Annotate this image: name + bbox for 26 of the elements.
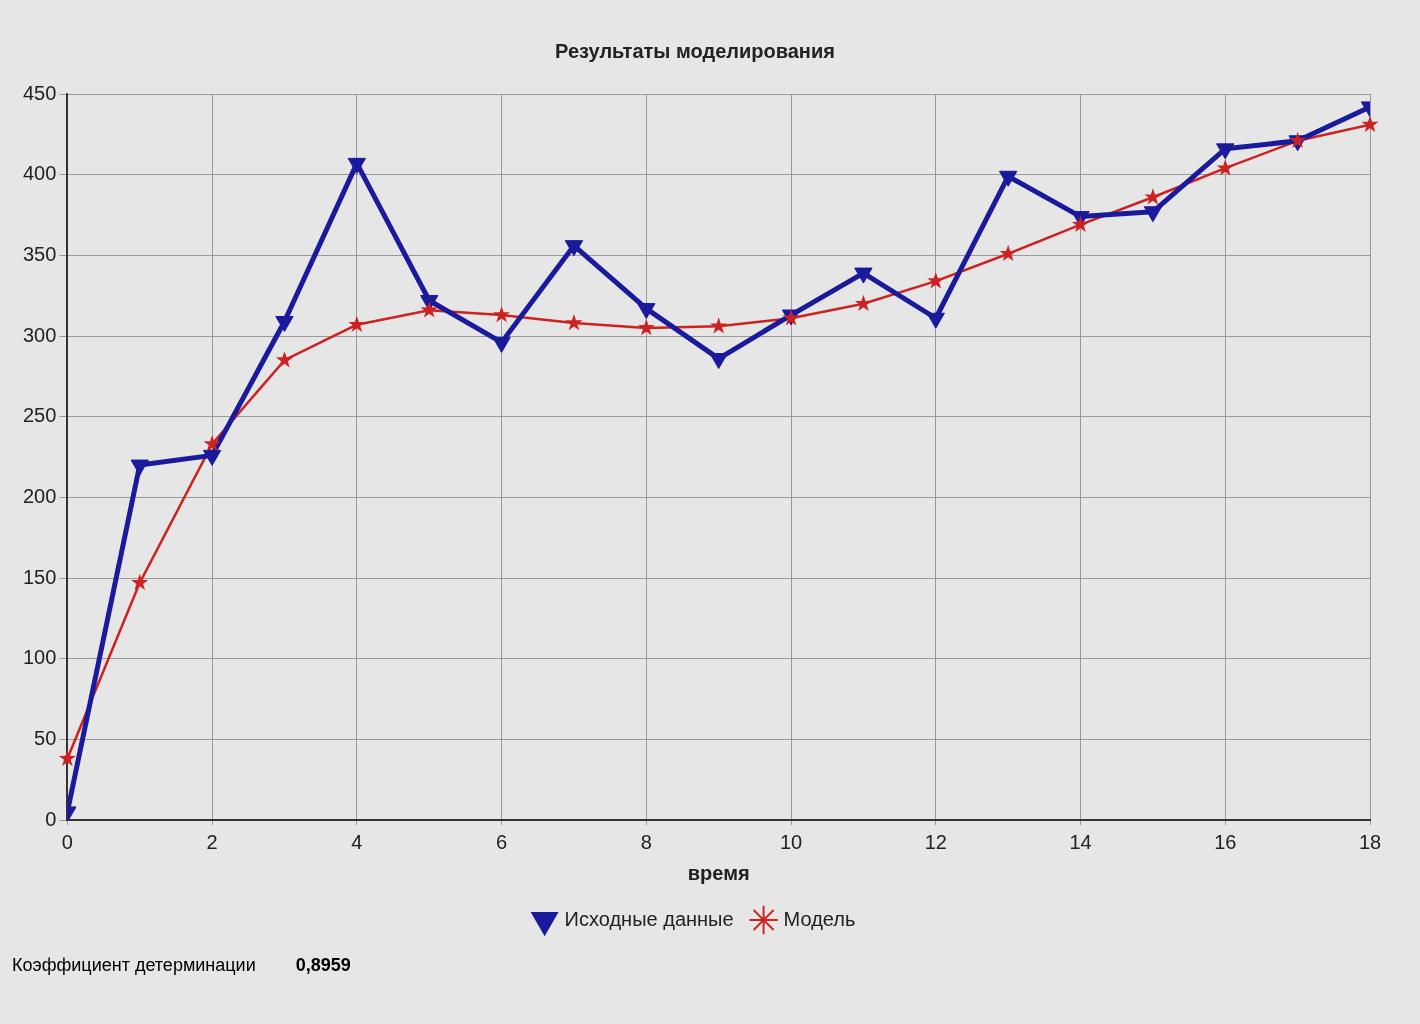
y-tick-label: 50 [34,726,57,749]
legend-label: Модель [783,907,856,930]
y-tick-label: 150 [22,565,57,588]
x-tick-label: 4 [351,830,363,853]
y-tick-label: 300 [22,323,57,346]
y-tick-label: 450 [22,81,57,104]
y-tick-label: 250 [22,404,57,427]
y-tick-label: 400 [22,162,57,185]
x-tick-label: 16 [1214,830,1237,853]
x-tick-label: 0 [61,830,73,853]
x-tick-label: 8 [640,830,652,853]
x-axis-title: время [687,861,750,884]
x-tick-label: 6 [496,830,508,853]
x-tick-label: 10 [779,830,803,853]
x-tick-label: 14 [1069,830,1092,853]
y-tick-label: 350 [22,242,57,265]
x-tick-label: 18 [1358,830,1382,853]
y-tick-label: 0 [45,807,57,830]
text: Коэффициент детерминации [12,955,256,976]
y-tick-label: 100 [22,646,57,669]
chart-title: Результаты моделирования [555,39,835,62]
y-tick-label: 200 [22,484,57,507]
legend-label: Исходные данные [564,907,734,930]
x-tick-label: 2 [206,830,218,853]
x-tick-label: 12 [924,830,947,853]
text: 0,8959 [295,955,351,976]
